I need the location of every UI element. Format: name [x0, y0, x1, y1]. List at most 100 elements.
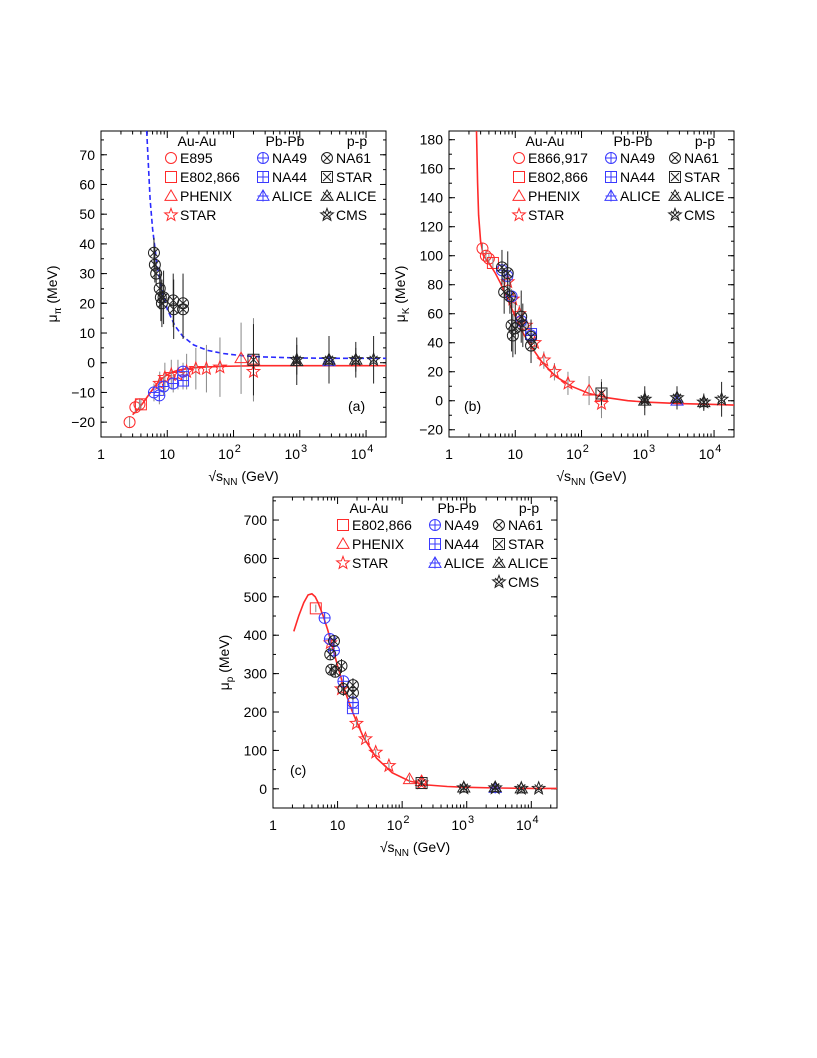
x-tick-label: 104	[516, 814, 539, 833]
data-point	[167, 279, 180, 339]
data-points	[309, 602, 547, 795]
data-point	[536, 351, 552, 369]
y-tick-label: 0	[87, 355, 95, 371]
legend-group-title: Pb-Pb	[266, 133, 305, 149]
curves	[293, 592, 557, 790]
y-axis-title: μp (MeV)	[216, 635, 236, 691]
data-point	[503, 278, 516, 314]
fit-curve-dashed	[145, 131, 386, 360]
data-point	[167, 374, 180, 393]
x-tick-label: 104	[699, 443, 722, 462]
y-tick-label: 500	[244, 589, 268, 605]
legend-entry-label: STAR	[684, 169, 720, 185]
data-point	[177, 279, 190, 339]
y-tick-label: 10	[79, 325, 95, 341]
x-tick-label: 102	[566, 443, 589, 462]
data-point	[546, 363, 563, 381]
data-point	[123, 416, 136, 429]
data-point	[348, 347, 364, 372]
data-point	[247, 324, 260, 396]
data-point	[482, 252, 495, 265]
data-point	[335, 659, 348, 673]
legend-entry-label: PHENIX	[352, 536, 405, 552]
legend-entry-label: ALICE	[336, 188, 376, 204]
data-point	[163, 359, 179, 390]
legend-entry-label: ALICE	[508, 555, 548, 571]
x-axis-title: √sNN (GeV)	[380, 839, 450, 859]
data-point	[487, 779, 503, 795]
data-point	[582, 376, 596, 406]
data-point	[365, 335, 382, 384]
y-tick-label: 80	[427, 277, 443, 293]
x-tick-label: 103	[284, 443, 307, 462]
data-point	[501, 251, 514, 295]
legend-entry-label: NA49	[620, 150, 655, 166]
legend-entry-label: ALICE	[684, 188, 724, 204]
x-tick-label: 10	[330, 817, 346, 833]
panel-label: (a)	[348, 398, 365, 414]
data-point	[150, 261, 163, 286]
y-tick-label: 50	[79, 206, 95, 222]
legend-entry-label: STAR	[528, 207, 564, 223]
data-point	[696, 394, 712, 410]
legend-group-title: p-p	[519, 500, 539, 516]
data-point	[134, 398, 147, 411]
legend-group-title: Pb-Pb	[438, 500, 477, 516]
y-tick-label: 400	[244, 627, 268, 643]
data-point	[516, 303, 529, 348]
data-point	[309, 602, 322, 615]
legend-entry-label: PHENIX	[180, 188, 233, 204]
data-point	[531, 780, 547, 795]
y-tick-label: 700	[244, 512, 268, 528]
legend-entry-label: STAR	[352, 555, 388, 571]
data-point	[476, 242, 489, 255]
data-point	[415, 777, 428, 790]
x-tick-label: 104	[351, 443, 374, 462]
legend-entry-label: CMS	[684, 207, 715, 223]
legend-entry-label: NA44	[272, 169, 307, 185]
data-point	[595, 381, 608, 406]
data-point	[198, 344, 215, 393]
legend-entry-label: E802,866	[528, 169, 588, 185]
legend-entry-label: E866,917	[528, 150, 588, 166]
x-tick-label: 103	[632, 443, 655, 462]
data-point	[157, 377, 170, 396]
data-point	[346, 702, 359, 715]
legend-entry-label: NA49	[272, 150, 307, 166]
legend-entry-label: NA61	[508, 517, 543, 533]
chart-panel-c: 0 100 200 300 400 500 600 700 1 10 102 103 104 √sNN (…	[216, 496, 558, 859]
legend-entry-label: E802,866	[180, 169, 240, 185]
y-tick-label: 200	[244, 704, 268, 720]
y-axis-title: μπ (MeV)	[44, 266, 64, 323]
data-point	[327, 634, 340, 647]
y-tick-label: 20	[427, 364, 443, 380]
y-axis-title: μK (MeV)	[392, 266, 412, 323]
x-axis-title: √sNN (GeV)	[556, 468, 626, 488]
legend-entry-label: NA61	[684, 150, 719, 166]
legend-entry-label: STAR	[336, 169, 372, 185]
y-tick-label: 0	[435, 393, 443, 409]
data-point	[346, 685, 359, 700]
data-point	[560, 371, 576, 395]
y-tick-label: −20	[419, 422, 443, 438]
data-point	[381, 757, 397, 773]
y-tick-label: 600	[244, 550, 268, 566]
y-tick-label: 300	[244, 666, 268, 682]
data-point	[212, 337, 228, 397]
y-tick-label: 180	[420, 132, 444, 148]
legend-group-title: Au-Au	[178, 133, 217, 149]
legend-entry-label: STAR	[180, 207, 216, 223]
plot-frame	[100, 130, 387, 438]
data-point	[479, 249, 492, 262]
y-tick-label: 40	[427, 335, 443, 351]
data-point	[637, 390, 653, 408]
legend-group-title: p-p	[695, 133, 715, 149]
data-point	[513, 780, 529, 795]
x-tick-label: 10	[507, 446, 523, 462]
data-point	[357, 730, 374, 746]
data-point	[177, 371, 190, 390]
legend-entry-label: ALICE	[620, 188, 660, 204]
chart-panel-b: −20 0 20 40 60 80 100 120 140 160 180 1 10 102 103 104 √…	[392, 130, 735, 488]
x-tick-label: 10	[159, 446, 175, 462]
